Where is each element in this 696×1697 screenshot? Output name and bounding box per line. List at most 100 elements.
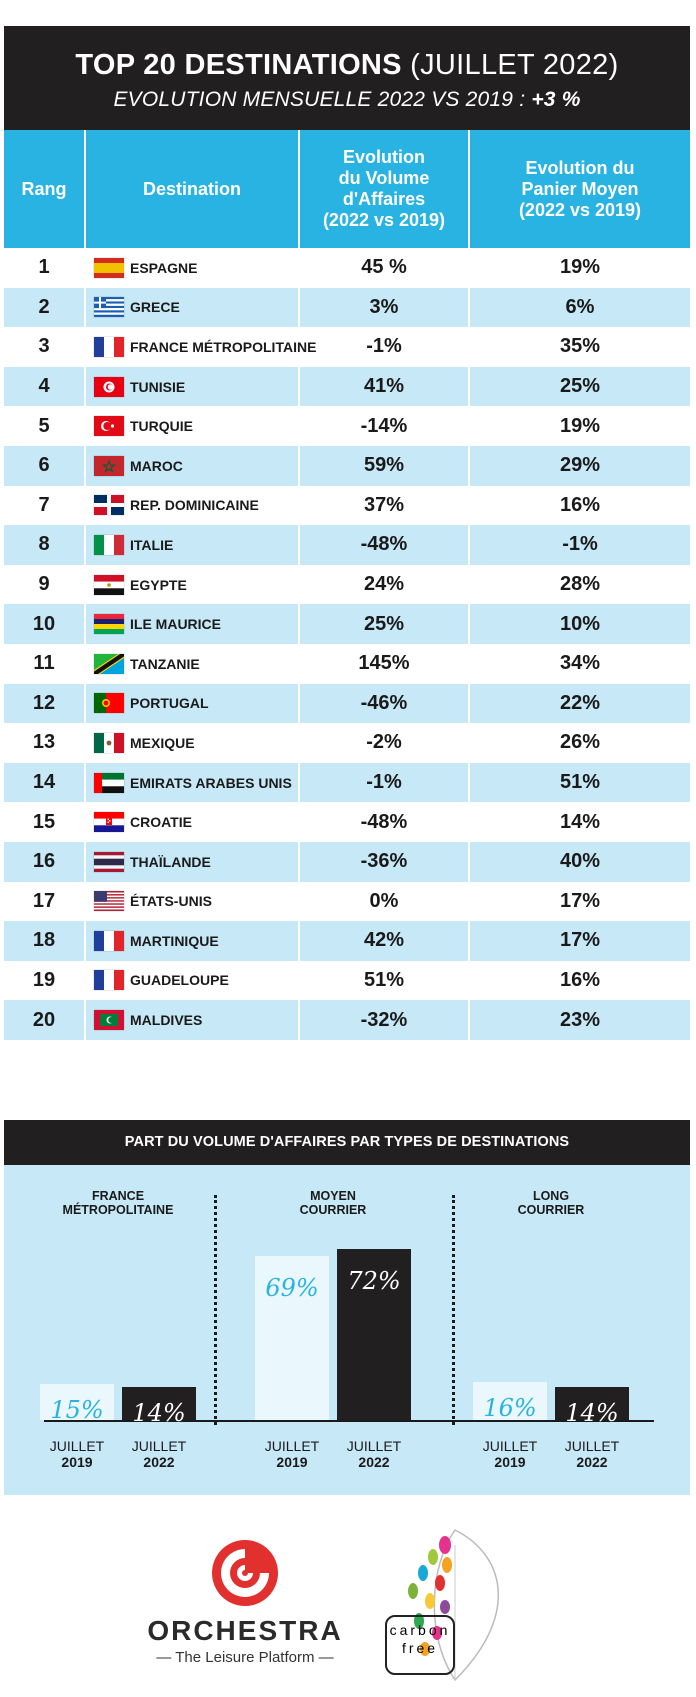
volume-cell: -32% <box>299 1000 470 1040</box>
volume-cell: 59% <box>299 445 470 486</box>
rank-cell: 3 <box>4 327 86 367</box>
destination-name: TURQUIE <box>130 418 193 435</box>
panier-cell: 17% <box>559 889 601 912</box>
destination-cell: REP. DOMINICAINE <box>85 485 300 526</box>
panier-cell: 34% <box>559 652 601 675</box>
rank-cell: 17 <box>4 881 86 922</box>
table-row: 6 MAROC 59% 29% <box>4 445 690 486</box>
rank-cell: 20 <box>4 1000 86 1040</box>
rank-cell: 16 <box>4 841 86 882</box>
panier-cell: 25% <box>469 366 690 407</box>
table-row: 18 MARTINIQUE 42% 17% <box>4 921 690 961</box>
rank-cell: 11 <box>4 643 86 684</box>
chart-title: PART DU VOLUME D'AFFAIRES PAR TYPES DE D… <box>4 1120 690 1165</box>
x-axis-label: JUILLET 2022 <box>564 1438 620 1470</box>
carbon-free-logo: carbon free <box>385 1525 525 1682</box>
rank-cell: 9 <box>4 564 86 605</box>
volume-cell: 45 % <box>299 248 470 288</box>
bar-value-label: 69% <box>265 1273 319 1302</box>
destination-cell: EMIRATS ARABES UNIS <box>85 762 300 803</box>
panier-cell: 35% <box>559 335 601 358</box>
panier-cell: 19% <box>559 414 601 437</box>
panier-cell: -1% <box>469 525 690 565</box>
rank-cell: 8 <box>4 525 86 565</box>
france-flag-icon <box>94 930 124 951</box>
volume-cell: -1% <box>299 762 470 803</box>
egypt-flag-icon <box>94 574 124 595</box>
destination-cell: PORTUGAL <box>85 683 300 724</box>
table-row: 5 TURQUIE -14% 19% <box>4 406 690 446</box>
volume-cell: -48% <box>299 525 470 565</box>
leaf-icon <box>408 1529 500 1682</box>
dominican-flag-icon <box>94 495 124 516</box>
panier-cell: 22% <box>469 683 690 724</box>
mauritius-flag-icon <box>94 614 124 635</box>
morocco-flag-icon <box>94 455 124 476</box>
greece-flag-icon <box>94 297 124 318</box>
rank-cell: 4 <box>4 366 86 407</box>
panier-cell: 6% <box>469 287 690 328</box>
panier-cell: 51% <box>469 762 690 803</box>
tunisia-flag-icon <box>94 376 124 397</box>
group-label: MOYEN COURRIER <box>299 1189 367 1217</box>
tanzania-flag-icon <box>94 653 124 674</box>
rank-cell: 7 <box>4 485 86 526</box>
rank-cell: 10 <box>4 604 86 644</box>
volume-cell: 0% <box>299 881 470 922</box>
maldives-flag-icon <box>94 1010 124 1031</box>
destination-name: ILE MAURICE <box>130 616 221 633</box>
volume-cell: 25% <box>299 604 470 644</box>
destination-name: FRANCE MÉTROPOLITAINE <box>130 338 317 355</box>
bar-value-label: 16% <box>483 1393 537 1422</box>
destination-name: MALDIVES <box>130 1012 203 1029</box>
group-label: FRANCE MÉTROPOLITAINE <box>62 1189 174 1217</box>
table-row: 3 FRANCE MÉTROPOLITAINE -1% 35% <box>4 327 690 367</box>
panier-cell: 17% <box>469 921 690 961</box>
destination-cell: MEXIQUE <box>85 723 300 763</box>
volume-cell: -48% <box>299 802 470 842</box>
destination-cell: MARTINIQUE <box>85 921 300 961</box>
chart-baseline <box>44 1420 654 1422</box>
volume-cell: 37% <box>299 485 470 526</box>
panier-cell: 29% <box>469 445 690 486</box>
header-banner: TOP 20 DESTINATIONS (JUILLET 2022) EVOLU… <box>4 26 690 130</box>
table-row: 14 EMIRATS ARABES UNIS -1% 51% <box>4 762 690 803</box>
x-axis-label: JUILLET 2019 <box>482 1438 538 1470</box>
destination-name: ESPAGNE <box>130 259 198 276</box>
mexico-flag-icon <box>94 732 124 753</box>
destination-name: ÉTATS-UNIS <box>130 893 212 910</box>
destination-name: THAÏLANDE <box>130 853 211 870</box>
table-row: 12 PORTUGAL -46% 22% <box>4 683 690 724</box>
x-axis-label: JUILLET 2022 <box>131 1438 187 1470</box>
destination-cell: TANZANIE <box>85 643 300 684</box>
orchestra-tagline: — The Leisure Platform — <box>156 1649 334 1666</box>
destination-cell: TUNISIE <box>85 366 300 407</box>
destination-type-section: PART DU VOLUME D'AFFAIRES PAR TYPES DE D… <box>4 1120 690 1495</box>
rank-cell: 15 <box>4 802 86 842</box>
panier-cell: 14% <box>559 810 601 833</box>
destination-name: GUADELOUPE <box>130 972 229 989</box>
x-axis-label: JUILLET 2019 <box>264 1438 320 1470</box>
table-row: 8 ITALIE -48% -1% <box>4 525 690 565</box>
ranking-table: Rang Destination Evolution du Volume d'A… <box>4 130 690 1040</box>
bar-value-label: 72% <box>347 1266 401 1295</box>
volume-cell: -2% <box>299 723 470 763</box>
carbon-free-badge: carbon free <box>385 1615 455 1675</box>
panier-cell: 23% <box>469 1000 690 1040</box>
table-row: 4 TUNISIE 41% 25% <box>4 366 690 407</box>
france-flag-icon <box>94 970 124 991</box>
destination-cell: MALDIVES <box>85 1000 300 1040</box>
volume-cell: 145% <box>299 643 470 684</box>
destination-cell: CROATIE <box>85 802 300 842</box>
x-axis-label: JUILLET 2022 <box>346 1438 402 1470</box>
rank-cell: 19 <box>4 960 86 1001</box>
table-row: 9 EGYPTE 24% 28% <box>4 564 690 605</box>
destination-cell: ILE MAURICE <box>85 604 300 644</box>
uae-flag-icon <box>94 772 124 793</box>
table-row: 17 ÉTATS-UNIS 0% 17% <box>4 881 690 922</box>
header-volume: Evolution du Volume d'Affaires (2022 vs … <box>299 130 470 248</box>
bar-chart: FRANCE MÉTROPOLITAINE 15% JUILLET 2019 14% JUI… <box>4 1165 690 1495</box>
volume-cell: -46% <box>299 683 470 724</box>
bar-2019 <box>255 1255 329 1420</box>
destination-name: TUNISIE <box>130 378 186 395</box>
